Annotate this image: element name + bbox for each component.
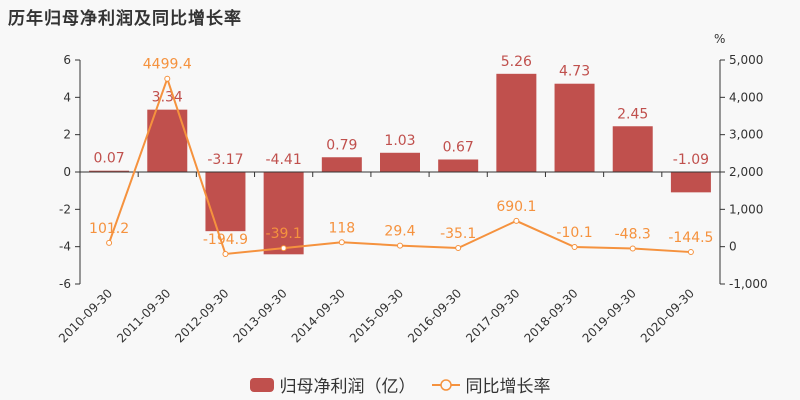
legend-label-profit: 归母净利润（亿） <box>279 377 416 397</box>
growth-point-marker <box>513 217 520 224</box>
growth-point-marker <box>397 242 403 249</box>
bar-swatch-icon <box>249 377 274 392</box>
x-category-label: 2013-09-30 <box>231 286 290 345</box>
right-tick-label: -1,000 <box>729 277 768 291</box>
profit-bar <box>554 83 595 172</box>
right-tick-label: 3,000 <box>729 128 763 142</box>
growth-value-label: -194.9 <box>203 232 248 248</box>
line-circle-swatch-icon <box>431 378 460 391</box>
legend-item-profit[interactable]: 归母净利润（亿） <box>249 372 416 397</box>
x-category-label: 2011-09-30 <box>114 286 173 345</box>
growth-value-label: -10.1 <box>556 225 592 241</box>
growth-point-marker <box>338 239 345 246</box>
legend-item-growth[interactable]: 同比增长率 <box>431 372 551 397</box>
growth-value-label: -35.1 <box>440 226 476 242</box>
bar-value-label: 1.03 <box>384 133 415 149</box>
left-tick-label: -6 <box>59 277 71 291</box>
growth-value-label: -144.5 <box>668 230 713 246</box>
growth-point-marker <box>106 239 113 246</box>
profit-bar <box>612 126 653 172</box>
bar-value-label: 0.67 <box>443 139 474 155</box>
growth-point-marker <box>280 245 287 252</box>
bar-value-label: 0.07 <box>94 151 125 167</box>
profit-bar <box>496 73 537 172</box>
growth-value-label: 101.2 <box>89 221 129 237</box>
chart-title: 历年归母净利润及同比增长率 <box>8 9 242 29</box>
profit-bar <box>670 172 711 193</box>
bar-value-label: -1.09 <box>673 152 709 168</box>
left-tick-label: 6 <box>63 53 71 67</box>
x-category-label: 2015-09-30 <box>347 286 406 345</box>
growth-point-marker <box>222 250 229 257</box>
growth-value-label: 690.1 <box>496 199 536 215</box>
left-tick-label: 4 <box>63 90 71 104</box>
legend-label-growth: 同比增长率 <box>465 377 551 397</box>
x-category-label: 2017-09-30 <box>463 286 522 345</box>
x-category-label: 2010-09-30 <box>56 286 115 345</box>
growth-point-marker <box>687 249 694 256</box>
profit-bar <box>263 172 304 255</box>
right-axis-unit: % <box>714 32 725 46</box>
left-tick-label: -2 <box>59 202 71 216</box>
chart-legend: 归母净利润（亿） 同比增长率 <box>0 372 800 397</box>
growth-point-marker <box>629 245 636 252</box>
profit-bar <box>438 159 479 172</box>
x-category-label: 2018-09-30 <box>521 286 580 345</box>
bar-value-label: -4.41 <box>266 152 302 168</box>
x-category-label: 2016-09-30 <box>405 286 464 345</box>
bar-value-label: 2.45 <box>617 106 648 122</box>
bar-value-label: -3.17 <box>207 152 243 168</box>
right-tick-label: 2,000 <box>729 165 763 179</box>
growth-value-label: -39.1 <box>266 226 302 242</box>
left-tick-label: 2 <box>63 128 71 142</box>
bar-value-label: 3.34 <box>152 90 183 106</box>
profit-bar <box>205 172 246 232</box>
growth-point-marker <box>455 244 462 251</box>
bar-value-label: 4.73 <box>559 64 590 80</box>
growth-value-label: 4499.4 <box>143 57 192 73</box>
bar-value-label: 0.79 <box>326 137 357 153</box>
right-tick-label: 5,000 <box>729 53 763 67</box>
growth-value-label: 29.4 <box>384 224 415 240</box>
growth-point-marker <box>164 75 171 82</box>
growth-value-label: -48.3 <box>615 226 651 242</box>
bar-value-label: 5.26 <box>501 54 532 70</box>
profit-bar <box>321 157 362 172</box>
profit-bar <box>89 170 130 173</box>
right-tick-label: 1,000 <box>729 202 763 216</box>
x-category-label: 2014-09-30 <box>289 286 348 345</box>
x-category-label: 2019-09-30 <box>580 286 639 345</box>
growth-point-marker <box>571 244 578 251</box>
right-tick-label: 0 <box>729 240 737 254</box>
growth-value-label: 118 <box>328 220 355 236</box>
x-category-label: 2012-09-30 <box>172 286 231 345</box>
right-tick-label: 4,000 <box>729 90 763 104</box>
left-tick-label: -4 <box>59 240 71 254</box>
left-tick-label: 0 <box>63 165 71 179</box>
x-category-label: 2020-09-30 <box>638 286 697 345</box>
profit-bar <box>380 152 420 172</box>
